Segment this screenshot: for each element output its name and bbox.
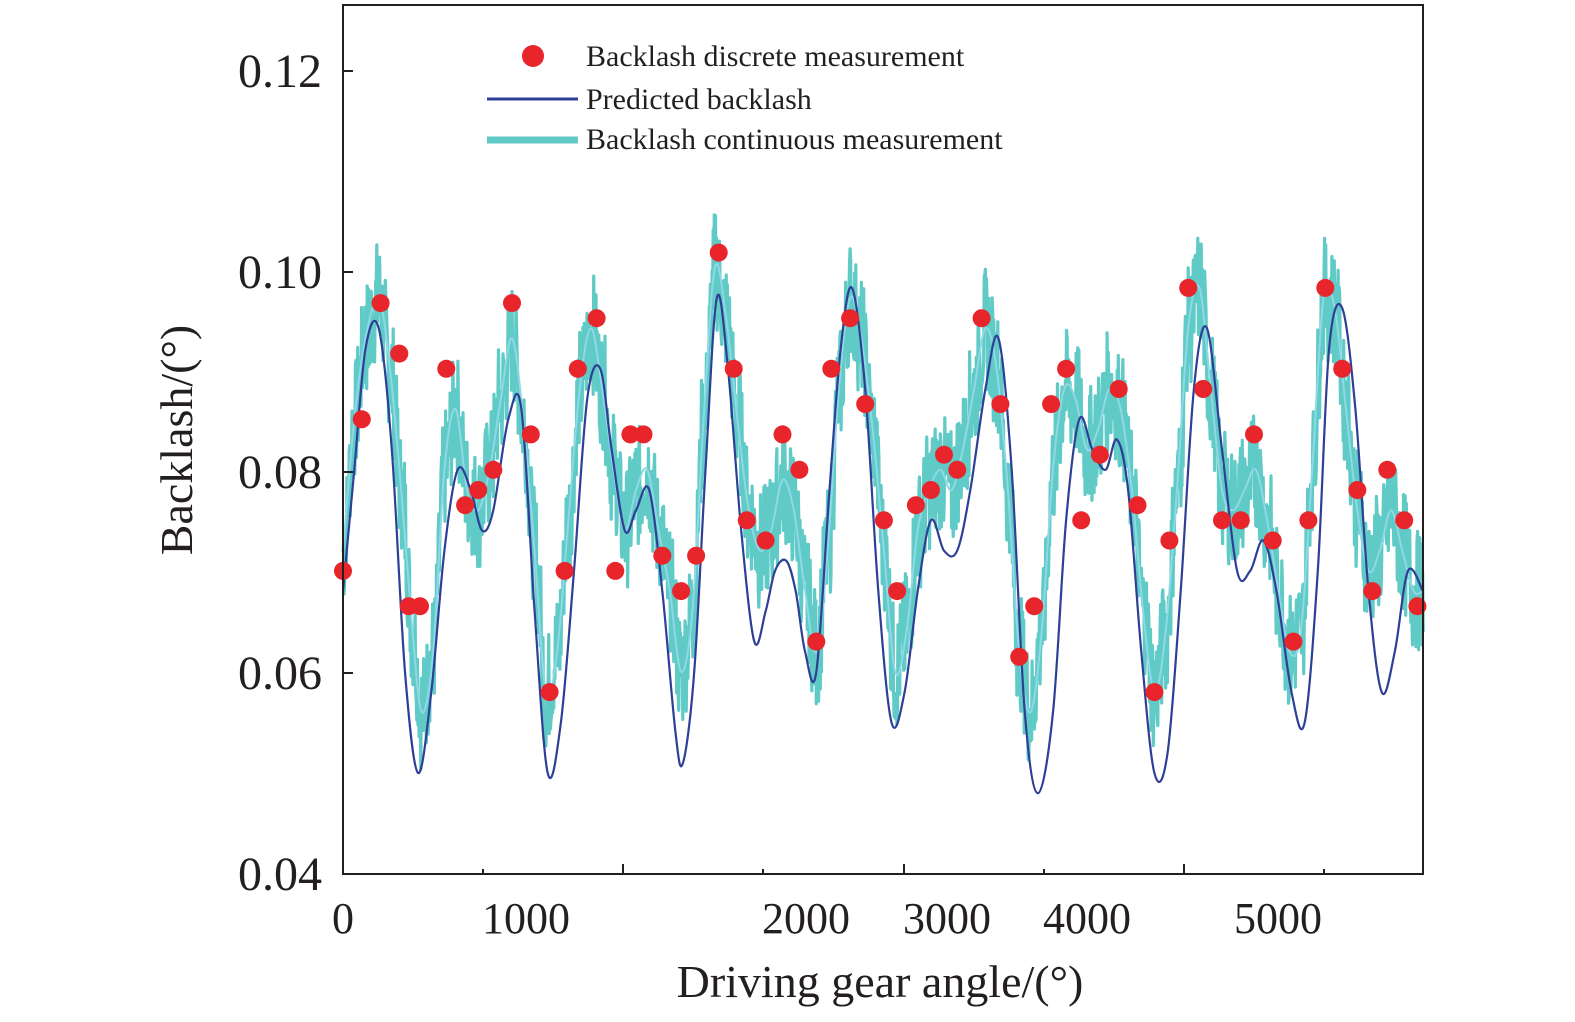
discrete-measurement-point (1057, 359, 1076, 378)
y-tick-label: 0.10 (238, 246, 322, 299)
discrete-measurement-point (709, 243, 728, 262)
legend-predicted-label: Predicted backlash (586, 83, 812, 116)
discrete-measurement-point (773, 425, 792, 444)
discrete-measurement-point (841, 309, 860, 328)
discrete-measurement-point (540, 683, 559, 702)
discrete-measurement-point (1299, 511, 1318, 530)
discrete-measurement-point (1348, 481, 1367, 499)
discrete-measurement-point (948, 460, 967, 479)
discrete-measurement-point (991, 395, 1010, 414)
legend-discrete-marker (522, 45, 544, 67)
y-axis-ticks: 0.04 0.06 0.10 0.08 0.12 (238, 45, 353, 901)
discrete-measurement-point (555, 561, 574, 580)
discrete-measurement-point (888, 582, 907, 601)
discrete-measurement-point (1213, 511, 1231, 530)
discrete-measurement-point (653, 546, 672, 565)
discrete-measurement-point (371, 294, 390, 313)
discrete-measurement-point (568, 359, 587, 378)
x-tick-label: 3000 (903, 894, 991, 943)
y-axis-title: Backlash/(°) (151, 325, 202, 555)
discrete-measurement-point (1363, 582, 1382, 601)
discrete-measurement-point (503, 294, 521, 313)
discrete-measurement-point (672, 582, 691, 601)
discrete-measurement-point (521, 425, 540, 444)
discrete-measurement-point (856, 395, 875, 414)
discrete-measurement-point (1284, 632, 1303, 651)
discrete-measurement-point (1245, 425, 1263, 444)
discrete-measurement-point (634, 425, 653, 444)
discrete-measurement-point (621, 425, 640, 444)
discrete-measurement-point (352, 410, 371, 429)
discrete-measurement-point (1231, 511, 1250, 530)
x-tick-label: 2000 (762, 894, 850, 943)
discrete-measurement-point (1072, 511, 1091, 530)
discrete-measurement-point (807, 632, 826, 651)
discrete-measurement-point (606, 561, 625, 580)
x-axis-title: Driving gear angle/(°) (677, 956, 1084, 1007)
discrete-measurement-series (334, 243, 1427, 702)
discrete-measurement-point (874, 511, 893, 530)
discrete-measurement-point (1025, 597, 1044, 616)
discrete-measurement-point (1395, 511, 1414, 530)
legend: Backlash discrete measurement Predicted … (487, 40, 1003, 156)
y-tick-label: 0.04 (238, 848, 322, 901)
discrete-measurement-point (724, 359, 743, 378)
x-tick-label: 5000 (1234, 894, 1322, 943)
discrete-measurement-point (1090, 445, 1109, 464)
discrete-measurement-point (1010, 647, 1029, 666)
discrete-measurement-point (737, 511, 756, 530)
x-tick-label: 0 (332, 894, 354, 943)
y-tick-label: 0.12 (238, 45, 322, 98)
discrete-measurement-point (1042, 395, 1061, 414)
discrete-measurement-point (1128, 496, 1147, 515)
plot-frame (342, 4, 1424, 875)
discrete-measurement-point (921, 481, 940, 499)
discrete-measurement-point (790, 460, 809, 479)
discrete-measurement-point (756, 531, 775, 550)
continuous-measurement-trend (342, 263, 1424, 714)
x-tick-label: 4000 (1043, 894, 1131, 943)
discrete-measurement-point (1333, 359, 1352, 378)
y-tick-label: 0.08 (238, 446, 322, 499)
discrete-measurement-point (1160, 531, 1179, 550)
discrete-measurement-point (390, 344, 409, 363)
discrete-measurement-point (822, 359, 841, 378)
discrete-measurement-point (687, 546, 706, 565)
discrete-measurement-point (484, 460, 503, 479)
discrete-measurement-point (1145, 683, 1164, 702)
discrete-measurement-point (1378, 460, 1397, 479)
discrete-measurement-point (1408, 597, 1427, 616)
discrete-measurement-point (1316, 278, 1335, 297)
discrete-measurement-point (906, 496, 925, 515)
discrete-measurement-point (1194, 380, 1213, 398)
discrete-measurement-point (411, 597, 429, 616)
discrete-measurement-point (935, 445, 953, 464)
discrete-measurement-point (1179, 278, 1198, 297)
discrete-measurement-point (456, 496, 475, 515)
discrete-measurement-point (1109, 380, 1128, 398)
y-tick-label: 0.06 (238, 647, 322, 700)
discrete-measurement-point (469, 481, 488, 499)
x-axis-ticks: 0 1000 2000 4000 3000 5000 (332, 864, 1325, 943)
discrete-measurement-point (972, 309, 991, 328)
discrete-measurement-point (437, 359, 456, 378)
x-tick-label: 1000 (482, 894, 570, 943)
discrete-measurement-point (587, 309, 606, 328)
legend-discrete-label: Backlash discrete measurement (586, 40, 965, 73)
discrete-measurement-point (1263, 531, 1282, 550)
legend-continuous-label: Backlash continuous measurement (586, 123, 1003, 156)
